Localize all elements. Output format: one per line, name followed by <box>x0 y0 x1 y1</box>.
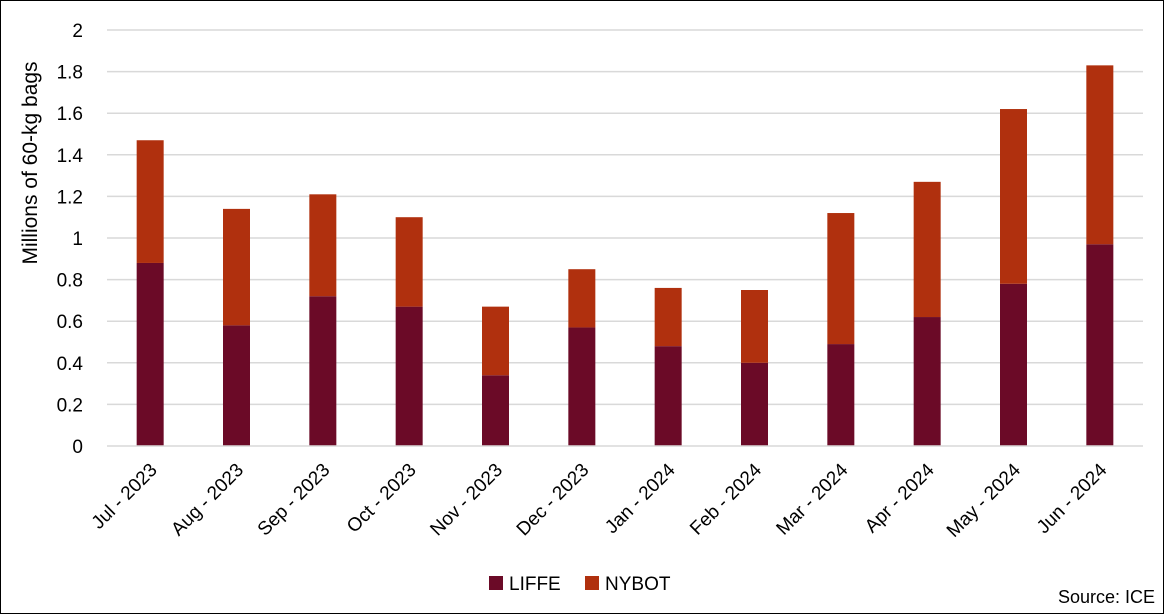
legend-label-liffe: LIFFE <box>509 574 561 595</box>
y-tick-label: 1.4 <box>57 146 84 167</box>
x-tick-label: Jul - 2023 <box>88 460 162 534</box>
bar-nybot <box>395 217 423 307</box>
y-tick-labels: 0 0.2 0.4 0.6 0.8 1 1.2 1.4 1.6 1.8 2 <box>57 21 84 458</box>
bar-nybot <box>309 194 337 297</box>
bar-liffe <box>913 317 941 446</box>
x-tick-label: Jan - 2024 <box>601 459 680 538</box>
y-tick-label: 1 <box>72 229 83 250</box>
y-tick-label: 0.6 <box>57 312 83 333</box>
bar-liffe <box>482 375 509 446</box>
grid-lines <box>107 29 1143 406</box>
y-tick-label: 2 <box>72 21 83 42</box>
legend-swatch-nybot <box>585 576 599 590</box>
bar-liffe <box>309 296 337 446</box>
legend-label-nybot: NYBOT <box>605 574 671 595</box>
x-tick-label: Aug - 2023 <box>167 460 248 541</box>
y-tick-label: 0.4 <box>57 354 84 375</box>
legend: LIFFE NYBOT <box>489 574 671 595</box>
x-tick-label: Feb - 2024 <box>686 459 766 539</box>
bar-nybot <box>913 181 941 318</box>
x-tick-label: Jun - 2024 <box>1033 459 1112 538</box>
x-tick-label: Mar - 2024 <box>773 459 853 539</box>
bar-nybot <box>1086 65 1114 245</box>
source-note: Source: ICE <box>1057 587 1155 607</box>
bar-nybot <box>654 287 682 347</box>
bar-liffe <box>741 362 768 446</box>
x-tick-label: May - 2024 <box>943 459 1025 541</box>
bar-liffe <box>827 344 855 446</box>
x-tick-label: Sep - 2023 <box>254 460 335 541</box>
y-axis-title: Millions of 60-kg bags <box>19 61 42 264</box>
x-tick-labels: Jul - 2023 Aug - 2023 Sep - 2023 Oct - 2023… <box>88 459 1112 541</box>
bar-liffe <box>1086 244 1114 446</box>
bar-nybot <box>136 140 164 263</box>
bar-liffe <box>395 306 423 446</box>
bar-nybot <box>827 213 855 345</box>
bar-liffe <box>654 346 682 446</box>
x-tick-label: Oct - 2023 <box>343 460 421 538</box>
legend-swatch-liffe <box>489 576 503 590</box>
bar-liffe <box>1000 283 1027 446</box>
y-tick-label: 0.8 <box>57 271 83 292</box>
bar-nybot <box>223 208 250 326</box>
y-tick-label: 1.2 <box>57 187 83 208</box>
bar-nybot <box>568 269 596 328</box>
y-tick-label: 1.6 <box>57 104 83 125</box>
x-tick-label: Apr - 2024 <box>861 459 939 537</box>
y-tick-label: 0 <box>72 437 83 458</box>
bar-nybot <box>1000 109 1027 284</box>
bar-liffe <box>136 262 164 446</box>
bar-nybot <box>482 306 509 376</box>
x-tick-label: Dec - 2023 <box>513 460 594 541</box>
bar-nybot <box>741 290 768 363</box>
y-tick-label: 1.8 <box>57 63 83 84</box>
x-tick-label: Nov - 2023 <box>426 460 507 541</box>
bar-liffe <box>568 327 596 446</box>
bar-liffe <box>223 325 250 446</box>
y-tick-label: 0.2 <box>57 395 83 416</box>
bars <box>136 65 1114 446</box>
